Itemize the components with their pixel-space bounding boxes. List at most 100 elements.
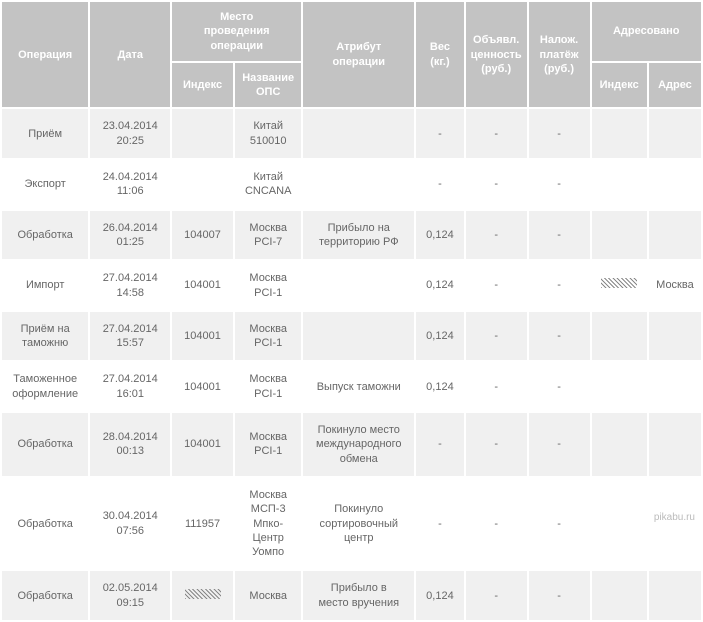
cell-weight: - bbox=[416, 160, 464, 209]
header-weight: Вес(кг.) bbox=[416, 2, 464, 107]
cell-addr-index bbox=[592, 211, 647, 260]
cell-attribute: Прибыло вместо вручения bbox=[303, 571, 414, 620]
cell-ops-name: МоскваPCI-1 bbox=[235, 413, 301, 476]
cell-operation: Экспорт bbox=[2, 160, 88, 209]
header-date: Дата bbox=[90, 2, 170, 107]
cell-weight: 0,124 bbox=[416, 211, 464, 260]
cell-ops-name: МоскваPCI-7 bbox=[235, 211, 301, 260]
cell-index: 104007 bbox=[172, 211, 233, 260]
cell-date: 02.05.201409:15 bbox=[90, 571, 170, 620]
cell-declared-value: - bbox=[466, 413, 527, 476]
cell-cod: - bbox=[529, 261, 590, 310]
cell-date: 28.04.201400:13 bbox=[90, 413, 170, 476]
cell-cod: - bbox=[529, 312, 590, 361]
cell-attribute bbox=[303, 160, 414, 209]
cell-addr-index bbox=[592, 160, 647, 209]
redacted-icon bbox=[185, 589, 221, 599]
cell-date: 27.04.201416:01 bbox=[90, 362, 170, 411]
cell-declared-value: - bbox=[466, 160, 527, 209]
cell-index: 104001 bbox=[172, 261, 233, 310]
cell-declared-value: - bbox=[466, 211, 527, 260]
cell-cod: - bbox=[529, 109, 590, 158]
cell-address bbox=[649, 478, 701, 569]
table-header: Операция Дата Местопроведенияоперации Ат… bbox=[2, 2, 701, 107]
cell-weight: 0,124 bbox=[416, 571, 464, 620]
cell-attribute: Прибыло натерриторию РФ bbox=[303, 211, 414, 260]
header-cod: Налож.платёж(руб.) bbox=[529, 2, 590, 107]
cell-operation: Обработка bbox=[2, 571, 88, 620]
cell-operation: Приём натаможню bbox=[2, 312, 88, 361]
cell-index: 104001 bbox=[172, 413, 233, 476]
cell-addr-index bbox=[592, 109, 647, 158]
cell-address bbox=[649, 571, 701, 620]
cell-attribute: Выпуск таможни bbox=[303, 362, 414, 411]
table-row: Экспорт24.04.201411:06КитайCNCANA--- bbox=[2, 160, 701, 209]
table-row: Импорт27.04.201414:58104001МоскваPCI-1 0,… bbox=[2, 261, 701, 310]
table-row: Обработка02.05.201409:15 МоскваПрибыло вм… bbox=[2, 571, 701, 620]
cell-addr-index bbox=[592, 571, 647, 620]
cell-declared-value: - bbox=[466, 261, 527, 310]
cell-ops-name: МоскваМСП-3Мпко-ЦентрУомпо bbox=[235, 478, 301, 569]
cell-index bbox=[172, 160, 233, 209]
cell-weight: 0,124 bbox=[416, 362, 464, 411]
table-body: Приём23.04.201420:25Китай510010---Экспор… bbox=[2, 109, 701, 620]
cell-declared-value: - bbox=[466, 571, 527, 620]
cell-addr-index bbox=[592, 362, 647, 411]
cell-attribute bbox=[303, 261, 414, 310]
cell-attribute: Покинулосортировочныйцентр bbox=[303, 478, 414, 569]
cell-ops-name: Китай510010 bbox=[235, 109, 301, 158]
cell-address bbox=[649, 362, 701, 411]
cell-addr-index bbox=[592, 312, 647, 361]
header-attribute: Атрибутоперации bbox=[303, 2, 414, 107]
cell-operation: Обработка bbox=[2, 478, 88, 569]
table-row: Обработка26.04.201401:25104007МоскваPCI-… bbox=[2, 211, 701, 260]
cell-date: 26.04.201401:25 bbox=[90, 211, 170, 260]
cell-weight: 0,124 bbox=[416, 312, 464, 361]
cell-index bbox=[172, 109, 233, 158]
cell-date: 27.04.201414:58 bbox=[90, 261, 170, 310]
cell-cod: - bbox=[529, 362, 590, 411]
cell-ops-name: Москва bbox=[235, 571, 301, 620]
cell-declared-value: - bbox=[466, 478, 527, 569]
cell-addr-index bbox=[592, 261, 647, 310]
watermark: pikabu.ru bbox=[654, 512, 695, 523]
cell-operation: Приём bbox=[2, 109, 88, 158]
cell-addr-index bbox=[592, 478, 647, 569]
cell-date: 27.04.201415:57 bbox=[90, 312, 170, 361]
cell-operation: Обработка bbox=[2, 211, 88, 260]
cell-ops-name: КитайCNCANA bbox=[235, 160, 301, 209]
cell-attribute bbox=[303, 312, 414, 361]
cell-address bbox=[649, 160, 701, 209]
cell-index: 104001 bbox=[172, 312, 233, 361]
cell-operation: Импорт bbox=[2, 261, 88, 310]
table-row: Приём23.04.201420:25Китай510010--- bbox=[2, 109, 701, 158]
cell-operation: Обработка bbox=[2, 413, 88, 476]
header-index: Индекс bbox=[172, 63, 233, 108]
cell-cod: - bbox=[529, 571, 590, 620]
table-row: Таможенноеоформление27.04.201416:0110400… bbox=[2, 362, 701, 411]
cell-declared-value: - bbox=[466, 109, 527, 158]
cell-operation: Таможенноеоформление bbox=[2, 362, 88, 411]
cell-index: 111957 bbox=[172, 478, 233, 569]
header-operation: Операция bbox=[2, 2, 88, 107]
cell-date: 30.04.201407:56 bbox=[90, 478, 170, 569]
cell-cod: - bbox=[529, 160, 590, 209]
cell-address: Москва bbox=[649, 261, 701, 310]
cell-address bbox=[649, 413, 701, 476]
cell-cod: - bbox=[529, 211, 590, 260]
cell-date: 24.04.201411:06 bbox=[90, 160, 170, 209]
cell-address bbox=[649, 211, 701, 260]
cell-address bbox=[649, 109, 701, 158]
cell-ops-name: МоскваPCI-1 bbox=[235, 312, 301, 361]
cell-weight: 0,124 bbox=[416, 261, 464, 310]
cell-index bbox=[172, 571, 233, 620]
cell-attribute bbox=[303, 109, 414, 158]
cell-attribute: Покинуло местомеждународногообмена bbox=[303, 413, 414, 476]
header-declared-value: Объявл.ценность(руб.) bbox=[466, 2, 527, 107]
table-row: Приём натаможню27.04.201415:57104001Моск… bbox=[2, 312, 701, 361]
header-ops-name: НазваниеОПС bbox=[235, 63, 301, 108]
table-row: Обработка30.04.201407:56111957МоскваМСП-… bbox=[2, 478, 701, 569]
cell-ops-name: МоскваPCI-1 bbox=[235, 261, 301, 310]
table-row: Обработка28.04.201400:13104001МоскваPCI-… bbox=[2, 413, 701, 476]
cell-address bbox=[649, 312, 701, 361]
